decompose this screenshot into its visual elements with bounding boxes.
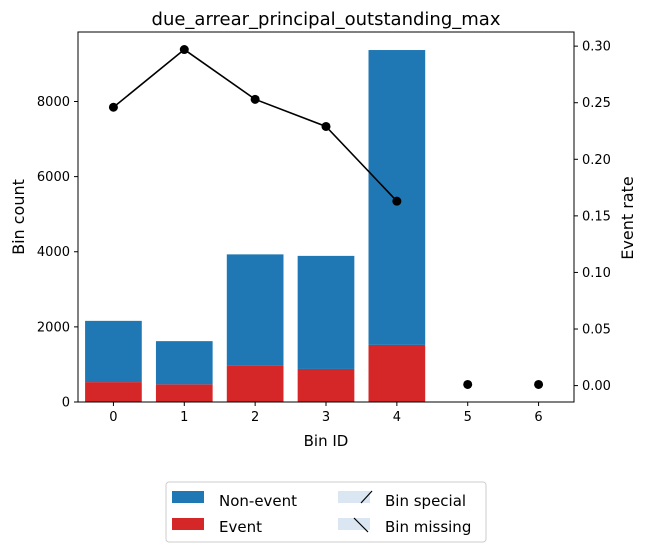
x-axis-label: Bin ID <box>304 432 349 450</box>
bar-event-2 <box>226 365 284 402</box>
y2-tick-label: 0.20 <box>582 153 611 168</box>
bar-event-1 <box>155 384 213 402</box>
legend-swatch-non-event <box>172 491 204 503</box>
y2-tick-label: 0.00 <box>582 379 611 394</box>
y-tick-label: 4000 <box>37 245 70 260</box>
bar-group <box>85 50 426 402</box>
y-tick-label: 2000 <box>37 320 70 335</box>
bar-event-4 <box>368 344 426 402</box>
event-rate-point-2 <box>250 94 260 104</box>
x-tick-label: 6 <box>534 410 542 425</box>
tick-group: 0 1 2 3 4 5 6 0 2000 4000 6000 8000 0.00 0.05 0.10 0.15… <box>37 40 611 425</box>
x-tick-label: 1 <box>180 410 188 425</box>
y-axis-label: Bin count <box>9 179 28 255</box>
legend-swatch-event <box>172 518 204 530</box>
y2-tick-label: 0.10 <box>582 266 611 281</box>
x-tick-label: 3 <box>322 410 330 425</box>
event-rate-point-4 <box>392 196 402 206</box>
legend: Non-event Event Bin special Bin missing <box>165 481 487 543</box>
y2-tick-label: 0.05 <box>582 323 611 338</box>
legend-label-bin-missing: Bin missing <box>385 518 471 536</box>
bar-non-event-2 <box>226 254 284 366</box>
x-tick-label: 5 <box>464 410 472 425</box>
legend-label-bin-special: Bin special <box>385 492 466 510</box>
y2-tick-label: 0.15 <box>582 209 611 224</box>
event-rate-line-group <box>108 45 544 389</box>
chart-title: due_arrear_principal_outstanding_max <box>152 9 501 30</box>
bar-non-event-0 <box>85 320 142 383</box>
event-rate-point-3 <box>321 121 331 131</box>
x-tick-label: 0 <box>109 410 117 425</box>
y2-tick-label: 0.30 <box>582 40 611 55</box>
y-tick-label: 0 <box>62 396 70 411</box>
bin-special-hatch-icon <box>360 490 373 504</box>
event-rate-point-1 <box>179 45 189 55</box>
legend-swatch-bin-special <box>338 491 370 503</box>
legend-swatch-bin-missing <box>338 518 370 530</box>
y-tick-label: 6000 <box>37 170 70 185</box>
bar-non-event-1 <box>155 341 213 385</box>
y2-axis-label: Event rate <box>618 176 637 259</box>
bin-missing-hatch-icon <box>353 517 369 533</box>
bar-event-0 <box>85 382 142 402</box>
legend-label-non-event: Non-event <box>219 492 297 510</box>
legend-frame <box>165 481 487 543</box>
x-tick-label: 4 <box>393 410 401 425</box>
y2-tick-label: 0.25 <box>582 96 611 111</box>
legend-label-event: Event <box>219 518 262 536</box>
bar-event-3 <box>297 368 355 402</box>
y-tick-label: 8000 <box>37 95 70 110</box>
x-tick-label: 2 <box>251 410 259 425</box>
bar-non-event-3 <box>297 255 355 369</box>
event-rate-point-0 <box>108 102 118 112</box>
event-rate-line <box>112 48 398 202</box>
event-rate-point-6 <box>534 379 544 389</box>
event-rate-point-5 <box>463 379 473 389</box>
